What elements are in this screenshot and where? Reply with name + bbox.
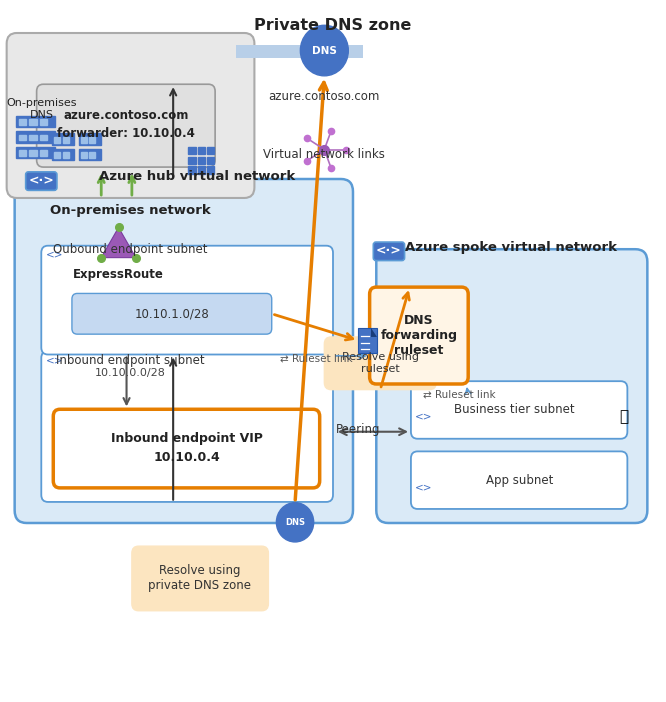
- FancyBboxPatch shape: [72, 293, 272, 334]
- FancyBboxPatch shape: [7, 33, 254, 198]
- Text: <>: <>: [415, 412, 432, 422]
- Bar: [188, 166, 196, 174]
- Text: Business tier subnet: Business tier subnet: [454, 404, 575, 416]
- Circle shape: [300, 25, 348, 76]
- Bar: [19, 135, 26, 140]
- Text: On-premises network: On-premises network: [50, 204, 211, 217]
- Text: <·>: <·>: [376, 245, 402, 258]
- Bar: [40, 119, 47, 125]
- FancyBboxPatch shape: [358, 328, 377, 353]
- Text: Inbound endpoint VIP: Inbound endpoint VIP: [111, 432, 262, 445]
- Polygon shape: [371, 328, 377, 337]
- FancyBboxPatch shape: [53, 409, 320, 488]
- Text: Virtual network links: Virtual network links: [264, 148, 385, 161]
- Text: DNS: DNS: [285, 518, 305, 526]
- Bar: [54, 152, 60, 158]
- Text: <>: <>: [46, 249, 63, 259]
- Circle shape: [276, 503, 314, 542]
- Bar: [207, 157, 214, 164]
- Bar: [29, 150, 37, 156]
- Text: DNS: DNS: [312, 46, 337, 55]
- Bar: [63, 152, 69, 158]
- Bar: [188, 157, 196, 164]
- Text: On-premises
DNS: On-premises DNS: [7, 98, 77, 120]
- Bar: [54, 137, 60, 143]
- Text: Resolve using
ruleset: Resolve using ruleset: [342, 352, 419, 373]
- FancyBboxPatch shape: [41, 351, 333, 502]
- Bar: [52, 149, 74, 160]
- Bar: [40, 135, 47, 140]
- Text: DNS
forwarding
ruleset: DNS forwarding ruleset: [380, 314, 458, 357]
- Bar: [198, 157, 205, 164]
- Bar: [188, 147, 196, 154]
- Polygon shape: [101, 227, 136, 258]
- Bar: [207, 166, 214, 174]
- Text: 10.10.1.0/28: 10.10.1.0/28: [135, 307, 209, 320]
- Bar: [29, 119, 37, 125]
- Bar: [81, 137, 87, 143]
- Bar: [16, 116, 55, 127]
- Bar: [79, 133, 101, 145]
- Text: azure.contoso.com: azure.contoso.com: [63, 109, 188, 121]
- Text: Peering: Peering: [336, 423, 380, 436]
- FancyBboxPatch shape: [411, 381, 627, 439]
- Text: Inbound endpoint subnet: Inbound endpoint subnet: [56, 354, 205, 366]
- FancyBboxPatch shape: [37, 84, 215, 167]
- Bar: [40, 150, 47, 156]
- Bar: [52, 133, 74, 145]
- Bar: [19, 150, 26, 156]
- Text: <>: <>: [46, 355, 63, 365]
- Bar: [63, 137, 69, 143]
- FancyBboxPatch shape: [236, 45, 363, 58]
- Bar: [79, 149, 101, 160]
- FancyBboxPatch shape: [15, 179, 353, 523]
- Text: ExpressRoute: ExpressRoute: [73, 268, 164, 282]
- FancyBboxPatch shape: [370, 287, 468, 384]
- Bar: [29, 135, 37, 140]
- Bar: [16, 131, 55, 143]
- Bar: [89, 137, 95, 143]
- FancyBboxPatch shape: [132, 546, 268, 611]
- Text: ⇄ Ruleset link: ⇄ Ruleset link: [423, 390, 496, 399]
- FancyBboxPatch shape: [411, 451, 627, 509]
- Text: <·>: <·>: [29, 175, 54, 187]
- Text: azure.contoso.com: azure.contoso.com: [268, 91, 380, 103]
- Text: 🛡: 🛡: [619, 409, 628, 425]
- Bar: [207, 147, 214, 154]
- Bar: [198, 166, 205, 174]
- Text: Oubound endpoint subnet: Oubound endpoint subnet: [53, 243, 208, 256]
- Text: 10.10.0.0/28: 10.10.0.0/28: [95, 369, 166, 378]
- Text: App subnet: App subnet: [486, 474, 553, 486]
- Bar: [81, 152, 87, 158]
- Text: ⇄ Ruleset link: ⇄ Ruleset link: [280, 353, 352, 363]
- Text: Azure spoke virtual network: Azure spoke virtual network: [406, 241, 617, 253]
- Text: Azure hub virtual network: Azure hub virtual network: [99, 171, 295, 183]
- Text: <>: <>: [415, 482, 432, 492]
- Text: Resolve using
private DNS zone: Resolve using private DNS zone: [149, 564, 251, 592]
- Text: forwarder: 10.10.0.4: forwarder: 10.10.0.4: [57, 127, 195, 140]
- Bar: [89, 152, 95, 158]
- Bar: [198, 147, 205, 154]
- Bar: [16, 147, 55, 158]
- Text: Private DNS zone: Private DNS zone: [254, 18, 412, 32]
- FancyBboxPatch shape: [41, 246, 333, 355]
- Text: 10.10.0.4: 10.10.0.4: [153, 451, 220, 464]
- FancyBboxPatch shape: [376, 249, 647, 523]
- Bar: [19, 119, 26, 125]
- FancyBboxPatch shape: [324, 337, 436, 390]
